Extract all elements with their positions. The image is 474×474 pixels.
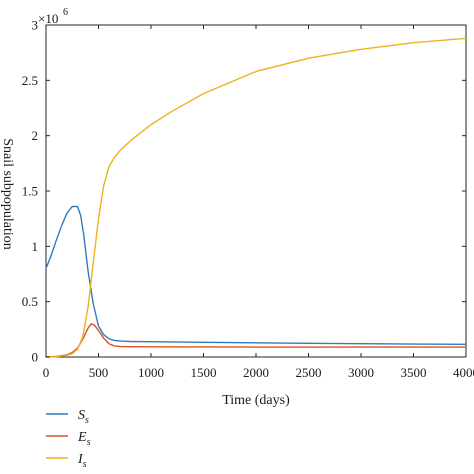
y-tick-label: 0 — [32, 350, 39, 365]
x-tick-label: 2500 — [296, 365, 322, 380]
plot-frame — [45, 24, 467, 358]
x-tick-label: 3000 — [348, 365, 374, 380]
legend-series-subscript: s — [83, 459, 87, 470]
x-tick-label: 1500 — [191, 365, 217, 380]
series-layer — [45, 37, 467, 358]
y-tick-label: 1.5 — [22, 184, 38, 199]
legend-series-subscript: s — [87, 437, 91, 448]
y-tick-label: 1 — [32, 239, 39, 254]
legend-label: Es — [77, 430, 91, 448]
legend-item: Ss — [46, 408, 89, 426]
y-tick-label: 2.5 — [22, 73, 38, 88]
y-tick-label: 0.5 — [22, 294, 38, 309]
x-tick-label: 2000 — [243, 365, 269, 380]
legend-series-subscript: s — [85, 415, 89, 426]
legend-series-name: I — [77, 452, 84, 467]
x-tick-label: 0 — [43, 365, 50, 380]
plot-area-border — [45, 24, 467, 358]
legend-series-name: E — [77, 430, 87, 445]
y-tick-label: 3 — [32, 18, 39, 33]
series-line-e-s — [45, 323, 466, 358]
legend-series-name: S — [78, 408, 85, 423]
x-tick-label: 500 — [89, 365, 109, 380]
series-line-i-s — [45, 37, 467, 358]
legend-item: Es — [46, 430, 91, 448]
y-multiplier-label: ×10 — [38, 11, 58, 26]
x-tick-label: 3500 — [401, 365, 427, 380]
legend-label: Is — [77, 452, 87, 470]
legend-item: Is — [46, 452, 87, 470]
legend-label: Ss — [78, 408, 89, 426]
y-multiplier-exponent: 6 — [63, 7, 68, 18]
x-tick-label: 1000 — [138, 365, 164, 380]
y-axis-ticks: 0 0.5 1 1.5 2 2.5 3 — [22, 18, 466, 365]
y-axis-label: Snail subpopulation — [0, 138, 15, 250]
y-tick-label: 2 — [32, 128, 39, 143]
x-axis-label: Time (days) — [222, 393, 290, 408]
series-line-s-s — [45, 205, 467, 345]
